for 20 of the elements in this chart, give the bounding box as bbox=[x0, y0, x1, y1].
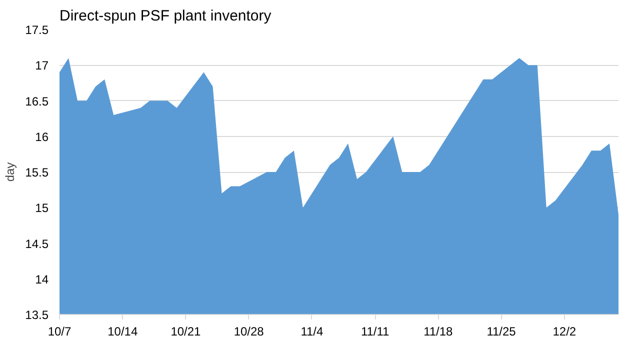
y-axis-title: day bbox=[3, 162, 18, 182]
x-tick-label: 12/2 bbox=[552, 324, 576, 338]
y-tick-label: 14.5 bbox=[25, 236, 49, 251]
x-tick-label: 11/11 bbox=[360, 324, 390, 338]
x-tick-label: 10/7 bbox=[48, 324, 72, 338]
x-tick-label: 11/4 bbox=[300, 324, 324, 338]
x-tick-label: 11/25 bbox=[486, 324, 516, 338]
x-tick-label: 10/21 bbox=[170, 324, 202, 338]
y-tick-label: 16 bbox=[35, 130, 49, 144]
x-tick-label: 11/18 bbox=[424, 324, 454, 338]
x-tick-label: 10/28 bbox=[234, 324, 264, 338]
y-tick-label: 14 bbox=[35, 272, 49, 286]
chart-title: Direct-spun PSF plant inventory bbox=[60, 8, 272, 24]
y-tick-label: 17 bbox=[35, 58, 49, 73]
y-tick-label: 17.5 bbox=[25, 23, 49, 37]
y-tick-label: 15 bbox=[35, 201, 49, 216]
y-tick-label: 15.5 bbox=[25, 166, 49, 180]
x-tick-label: 10/14 bbox=[108, 324, 138, 338]
y-tick-label: 13.5 bbox=[25, 308, 49, 322]
y-tick-label: 16.5 bbox=[25, 94, 49, 108]
